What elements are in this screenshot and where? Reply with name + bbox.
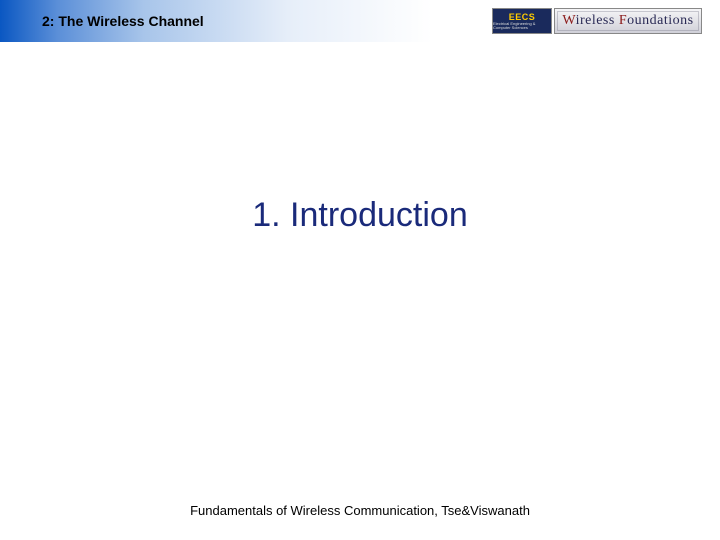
slide-title: 1. Introduction	[0, 196, 720, 235]
header-logos: EECS Electrical Engineering & Computer S…	[492, 8, 702, 34]
chapter-label: 2: The Wireless Channel	[42, 13, 204, 29]
slide-footer: Fundamentals of Wireless Communication, …	[0, 503, 720, 518]
wireless-foundations-logo: Wireless Foundations	[554, 8, 702, 34]
slide-header: 2: The Wireless Channel EECS Electrical …	[0, 0, 720, 42]
wireless-foundations-text: Wireless Foundations	[562, 13, 693, 29]
eecs-logo: EECS Electrical Engineering & Computer S…	[492, 8, 552, 34]
eecs-logo-subtext: Electrical Engineering & Computer Scienc…	[493, 22, 551, 30]
